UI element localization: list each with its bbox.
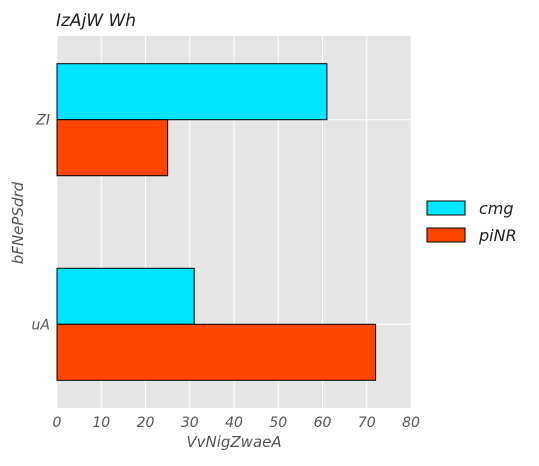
chart-title: IzAjW Wh xyxy=(56,11,136,31)
x-axis-label: VvNigZwaeA xyxy=(186,433,281,451)
legend-swatch-cmg xyxy=(426,200,466,216)
x-tick-label-50: 50 xyxy=(269,415,287,431)
bar-piNR-ZI xyxy=(56,119,169,177)
x-tick-label-20: 20 xyxy=(137,415,155,431)
x-tick-label-70: 70 xyxy=(358,415,376,431)
y-tick-labels: ZI uA xyxy=(32,113,50,334)
y-tick-label-0: ZI xyxy=(35,113,50,129)
x-tick-label-10: 10 xyxy=(92,415,110,431)
x-tick-labels: 0 10 20 30 40 50 60 70 80 xyxy=(53,415,420,431)
y-axis-label: bFNePSdrd xyxy=(9,181,27,264)
legend: cmg piNR xyxy=(426,199,517,245)
legend-label-cmg: cmg xyxy=(479,199,514,218)
y-tick-label-1: uA xyxy=(32,317,50,333)
legend-label-pinr: piNR xyxy=(478,226,517,245)
legend-swatch-pinr xyxy=(426,227,466,243)
bar-cmg-uA xyxy=(56,267,195,325)
x-tick-label-40: 40 xyxy=(225,415,243,431)
x-tick-label-0: 0 xyxy=(53,415,62,431)
bar-piNR-uA xyxy=(56,323,377,381)
bars xyxy=(56,63,377,381)
x-tick-label-80: 80 xyxy=(402,415,420,431)
bar-cmg-ZI xyxy=(56,63,328,121)
x-tick-label-60: 60 xyxy=(314,415,332,431)
x-tick-label-30: 30 xyxy=(181,415,199,431)
